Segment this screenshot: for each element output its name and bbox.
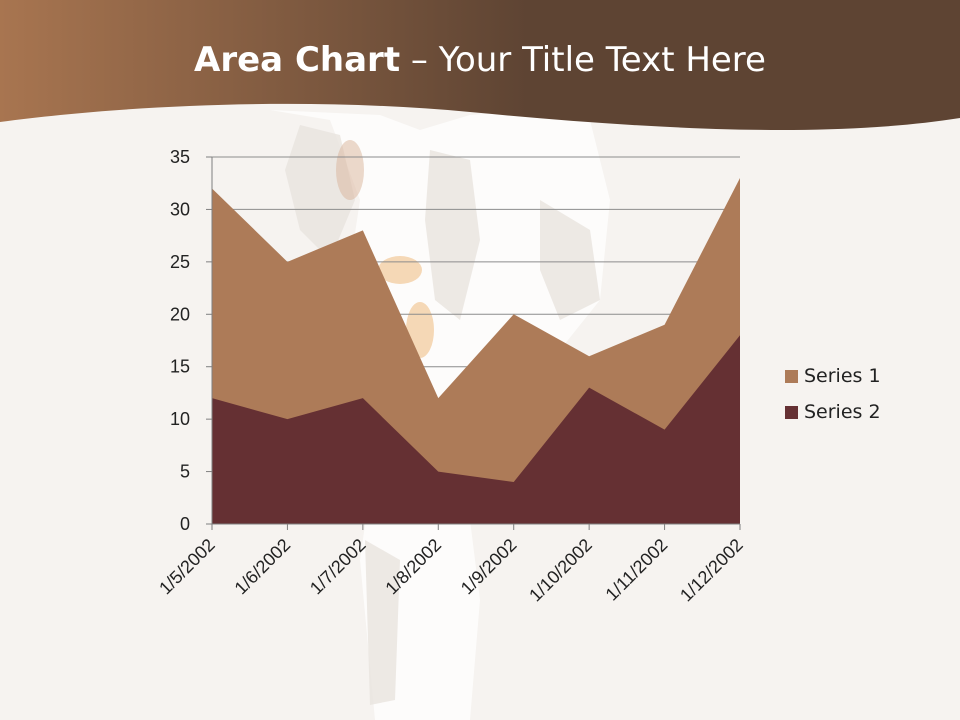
x-tick-label: 1/11/2002 xyxy=(602,535,672,605)
x-tick-label: 1/5/2002 xyxy=(155,535,219,599)
y-tick-label: 0 xyxy=(180,514,190,534)
chart-legend: Series 1 Series 2 xyxy=(785,358,881,430)
y-tick-label: 15 xyxy=(170,357,190,377)
legend-swatch xyxy=(785,405,798,419)
legend-swatch xyxy=(785,369,798,383)
title-banner xyxy=(0,0,960,131)
y-tick-label: 25 xyxy=(170,252,190,272)
area-series-2 xyxy=(212,335,740,524)
y-tick-label: 35 xyxy=(170,147,190,167)
legend-label: Series 2 xyxy=(804,401,881,423)
title-rest-part: – Your Title Text Here xyxy=(400,40,766,80)
y-tick-label: 5 xyxy=(180,462,190,482)
x-tick-label: 1/10/2002 xyxy=(525,535,596,606)
y-tick-label: 30 xyxy=(170,199,190,219)
slide-title: Area Chart – Your Title Text Here xyxy=(0,40,960,80)
legend-label: Series 1 xyxy=(804,365,881,387)
y-tick-label: 10 xyxy=(170,409,190,429)
x-tick-label: 1/7/2002 xyxy=(306,535,370,599)
title-bold-part: Area Chart xyxy=(194,40,401,80)
legend-item-series-2: Series 2 xyxy=(785,394,881,430)
legend-item-series-1: Series 1 xyxy=(785,358,881,394)
y-tick-label: 20 xyxy=(170,304,190,324)
x-tick-label: 1/9/2002 xyxy=(457,535,521,599)
x-tick-label: 1/12/2002 xyxy=(676,535,747,606)
x-tick-label: 1/8/2002 xyxy=(381,535,445,599)
x-tick-label: 1/6/2002 xyxy=(231,535,295,599)
